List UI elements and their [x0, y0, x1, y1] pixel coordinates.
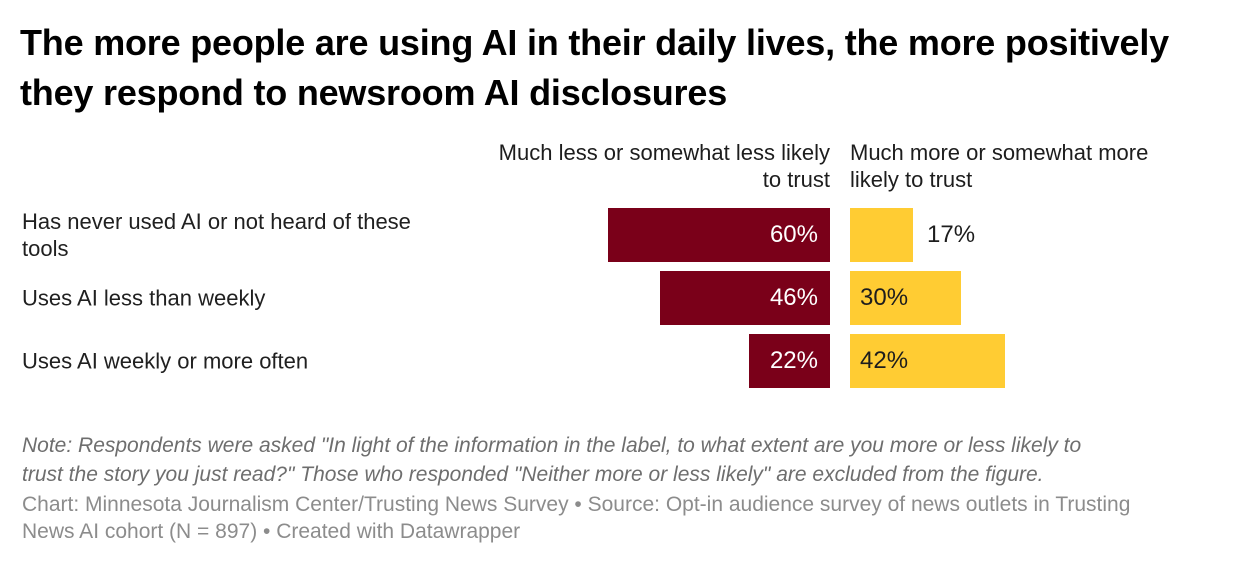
- bar-value-label: 46%: [769, 284, 818, 311]
- bar-row: Uses AI less than weekly 46% 30%: [0, 271, 1240, 325]
- bar-value-label: 60%: [769, 221, 818, 248]
- bar-value-label: 30%: [860, 284, 909, 311]
- chart-title: The more people are using AI in their da…: [20, 22, 1169, 113]
- note-text: Note: Respondents were asked "In light o…: [22, 434, 1082, 486]
- bar-less-likely: 22%: [749, 334, 830, 388]
- bar-less-likely: 46%: [660, 271, 830, 325]
- bar-row: Uses AI weekly or more often 22% 42%: [0, 334, 1240, 388]
- row-label-weekly-or-more: Uses AI weekly or more often: [22, 348, 309, 374]
- bar-value-label: 42%: [860, 347, 909, 374]
- bar-value-label: 22%: [769, 347, 818, 374]
- bar-less-likely: 60%: [608, 208, 830, 262]
- bar-row: Has never used AI or not heard of these …: [0, 208, 1240, 262]
- bar-more-likely: 17%: [850, 208, 975, 262]
- bar-value-label: 17%: [927, 221, 976, 248]
- bar-more-likely: 30%: [850, 271, 961, 325]
- caption-text: Chart: Minnesota Journalism Center/Trust…: [22, 493, 1131, 543]
- column-header-less-likely: Much less or somewhat less likely to tru…: [498, 140, 830, 192]
- row-label-less-than-weekly: Uses AI less than weekly: [22, 285, 266, 311]
- row-label-never-used: Has never used AI or not heard of these …: [22, 209, 411, 261]
- column-header-more-likely: Much more or somewhat more likely to tru…: [850, 140, 1149, 192]
- bar-more-likely: 42%: [850, 334, 1005, 388]
